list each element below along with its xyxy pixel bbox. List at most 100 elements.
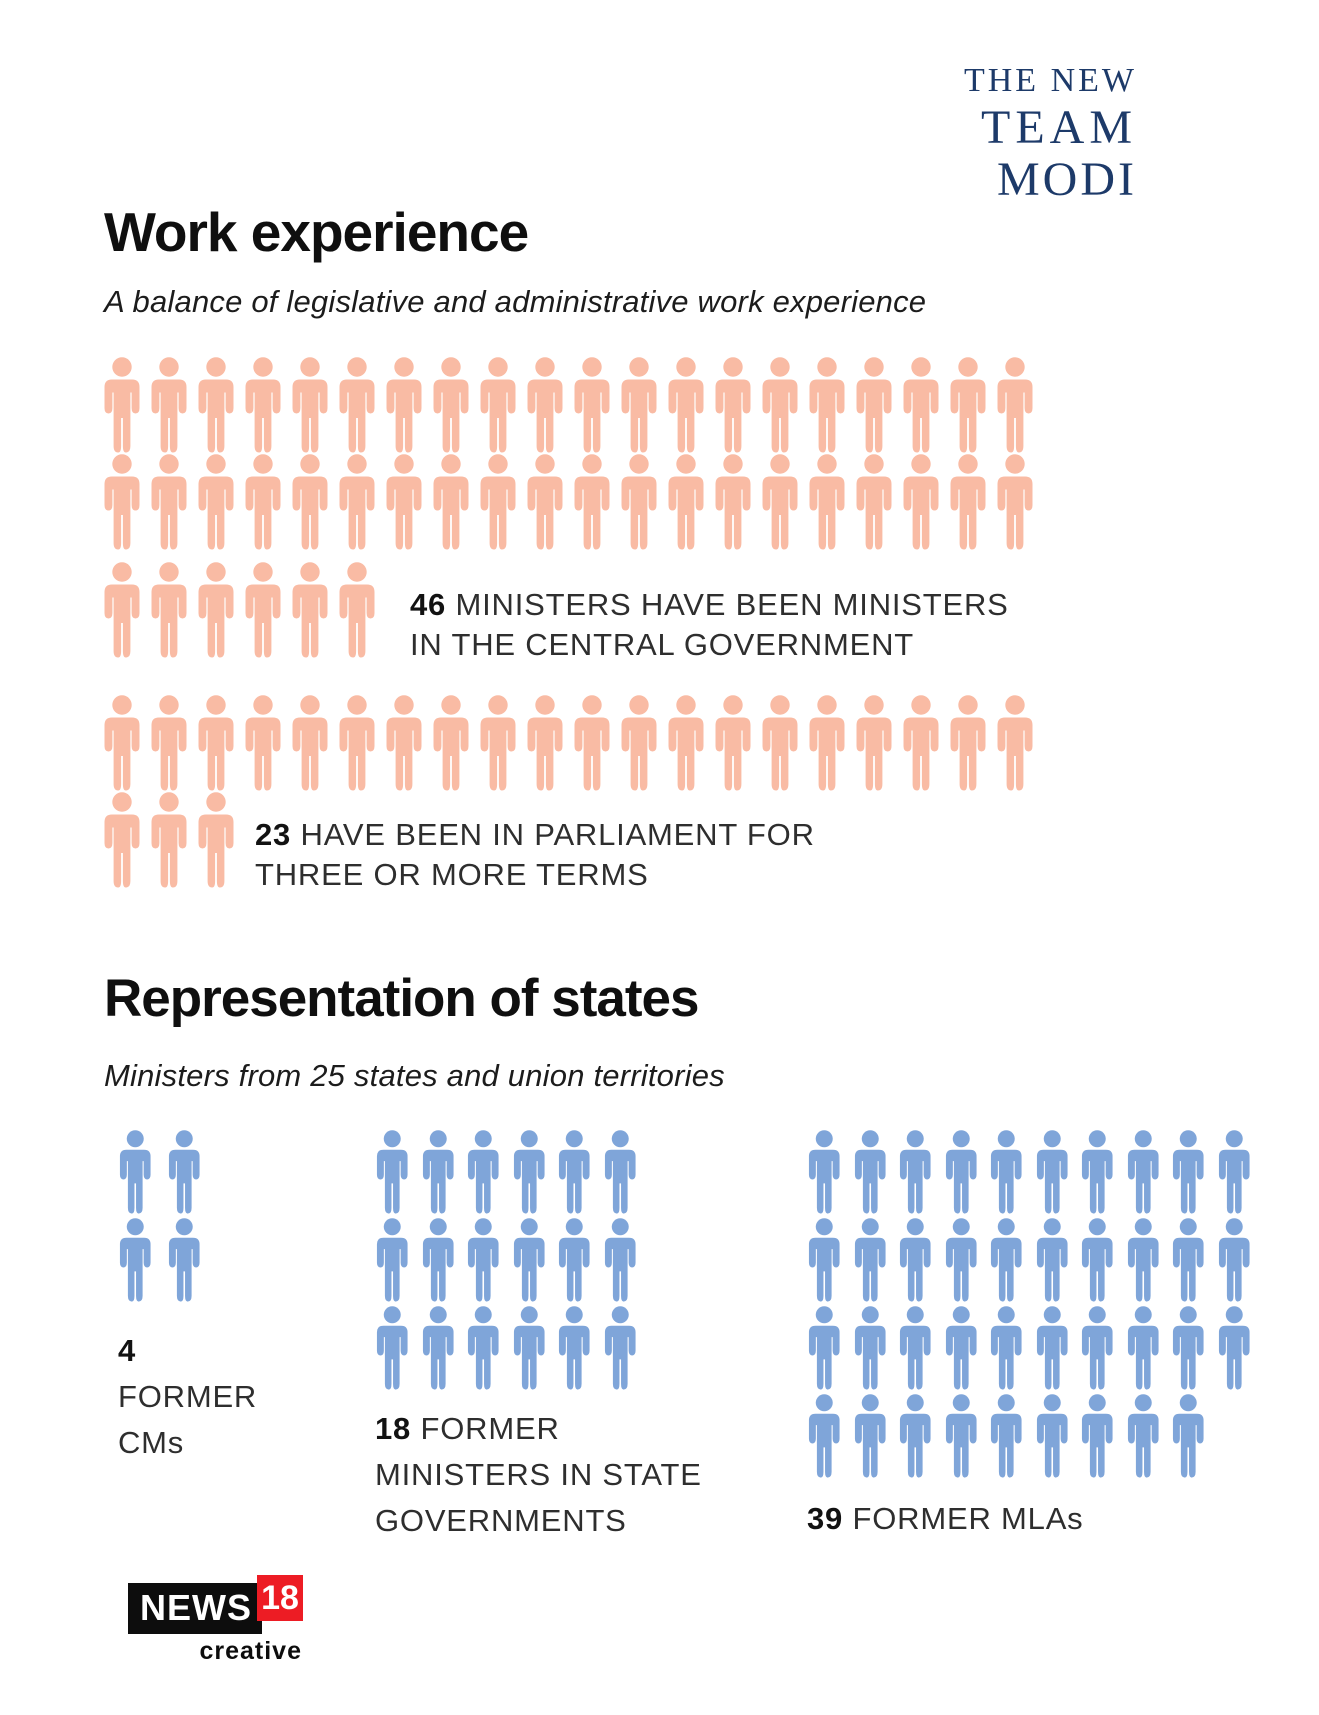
- person-icon: [194, 562, 238, 658]
- person-icon: [1169, 1130, 1208, 1214]
- central-ministers-stat: 46 MINISTERS HAVE BEEN MINISTERS IN THE C…: [410, 585, 1009, 665]
- pictogram-row: [100, 357, 1037, 453]
- stat-line: GOVERNMENTS: [375, 1503, 627, 1538]
- person-icon: [946, 695, 990, 791]
- person-icon: [1124, 1394, 1163, 1478]
- person-icon: [942, 1218, 981, 1302]
- stat-line: MINISTERS IN STATE: [375, 1457, 702, 1492]
- person-icon: [100, 695, 144, 791]
- stat-line: 23 HAVE BEEN IN PARLIAMENT FOR: [255, 817, 815, 852]
- stat-value: 23: [255, 817, 292, 852]
- stat-line: 18 FORMER: [375, 1411, 560, 1446]
- person-icon: [1169, 1306, 1208, 1390]
- person-icon: [805, 1394, 844, 1478]
- person-icon: [896, 1130, 935, 1214]
- brand-line-2: TEAM: [981, 101, 1137, 154]
- person-icon: [805, 1218, 844, 1302]
- person-icon: [899, 357, 943, 453]
- person-icon: [942, 1306, 981, 1390]
- former-cms-stat: 4 FORMER CMs: [118, 1328, 257, 1466]
- person-icon: [476, 357, 520, 453]
- person-icon: [1215, 1130, 1254, 1214]
- person-icon: [464, 1306, 503, 1390]
- person-icon: [382, 695, 426, 791]
- person-icon: [510, 1306, 549, 1390]
- person-icon: [147, 695, 191, 791]
- person-icon: [1033, 1306, 1072, 1390]
- person-icon: [147, 357, 191, 453]
- person-icon: [288, 357, 332, 453]
- person-icon: [805, 1306, 844, 1390]
- person-icon: [555, 1218, 594, 1302]
- person-icon: [852, 695, 896, 791]
- person-icon: [419, 1218, 458, 1302]
- person-icon: [373, 1130, 412, 1214]
- news18-creative-logo: NEWS 18 creative: [128, 1575, 304, 1666]
- person-icon: [617, 357, 661, 453]
- person-icon: [946, 454, 990, 550]
- person-icon: [288, 562, 332, 658]
- person-icon: [852, 357, 896, 453]
- pictogram-row: [116, 1218, 203, 1302]
- brand-line-3: MODI: [997, 153, 1137, 206]
- pictogram-row: [805, 1306, 1253, 1390]
- person-icon: [601, 1218, 640, 1302]
- pictogram-row: [805, 1394, 1253, 1478]
- person-icon: [1215, 1306, 1254, 1390]
- pictogram-row: [116, 1130, 203, 1214]
- person-icon: [464, 1130, 503, 1214]
- person-icon: [1124, 1218, 1163, 1302]
- work-experience-title: Work experience: [104, 201, 529, 263]
- person-icon: [382, 454, 426, 550]
- person-icon: [241, 357, 285, 453]
- pictogram-row: [373, 1218, 639, 1302]
- stat-line: THREE OR MORE TERMS: [255, 857, 649, 892]
- person-icon: [711, 357, 755, 453]
- person-icon: [335, 695, 379, 791]
- person-icon: [758, 695, 802, 791]
- person-icon: [942, 1394, 981, 1478]
- pictogram-row: [373, 1306, 639, 1390]
- person-icon: [993, 357, 1037, 453]
- person-icon: [993, 695, 1037, 791]
- person-icon: [335, 454, 379, 550]
- person-icon: [664, 454, 708, 550]
- person-icon: [987, 1130, 1026, 1214]
- person-icon: [100, 357, 144, 453]
- person-icon: [241, 695, 285, 791]
- person-icon: [116, 1218, 155, 1302]
- person-icon: [100, 562, 144, 658]
- person-icon: [711, 695, 755, 791]
- person-icon: [523, 357, 567, 453]
- person-icon: [664, 695, 708, 791]
- person-icon: [946, 357, 990, 453]
- person-icon: [510, 1130, 549, 1214]
- person-icon: [899, 695, 943, 791]
- person-icon: [1124, 1130, 1163, 1214]
- person-icon: [758, 454, 802, 550]
- person-icon: [852, 454, 896, 550]
- stat-value: 18: [375, 1411, 412, 1446]
- stat-value: 39: [807, 1501, 844, 1536]
- pictogram-row: [805, 1130, 1253, 1214]
- person-icon: [1033, 1130, 1072, 1214]
- brand-line-1: THE NEW: [963, 62, 1137, 99]
- person-icon: [100, 454, 144, 550]
- stat-line: CMs: [118, 1425, 185, 1460]
- person-icon: [116, 1130, 155, 1214]
- person-icon: [555, 1306, 594, 1390]
- person-icon: [165, 1130, 204, 1214]
- person-icon: [570, 357, 614, 453]
- stat-line: 46 MINISTERS HAVE BEEN MINISTERS: [410, 587, 1009, 622]
- person-icon: [288, 695, 332, 791]
- stat-line: IN THE CENTRAL GOVERNMENT: [410, 627, 914, 662]
- person-icon: [147, 454, 191, 550]
- person-icon: [987, 1394, 1026, 1478]
- person-icon: [555, 1130, 594, 1214]
- person-icon: [758, 357, 802, 453]
- person-icon: [373, 1306, 412, 1390]
- person-icon: [1169, 1394, 1208, 1478]
- person-icon: [896, 1218, 935, 1302]
- state-ministers-pictogram: [373, 1130, 639, 1394]
- stat-line: FORMER: [118, 1379, 258, 1414]
